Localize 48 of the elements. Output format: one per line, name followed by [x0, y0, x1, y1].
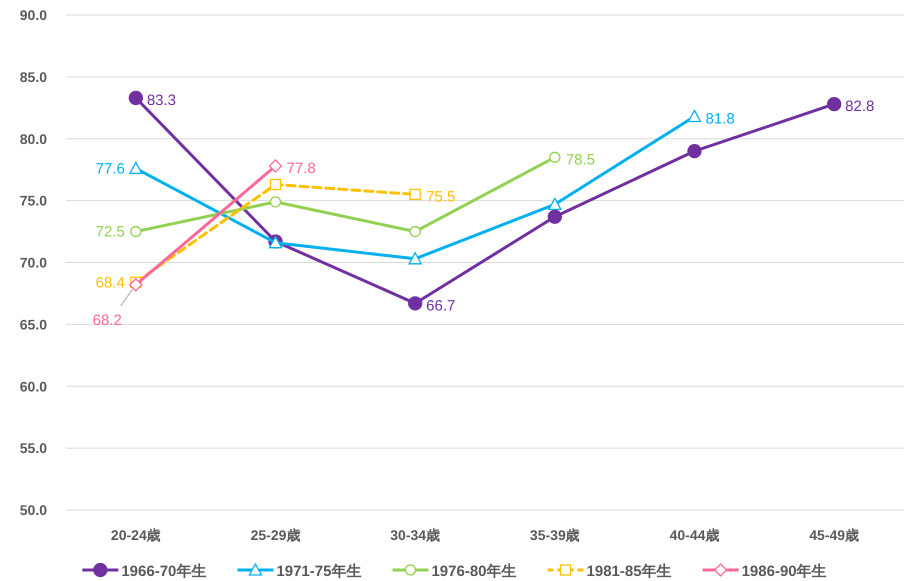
data-label: 81.8 — [706, 110, 735, 128]
y-tick-label: 55.0 — [20, 440, 48, 456]
point — [410, 226, 421, 238]
data-label: 77.6 — [96, 160, 125, 178]
point — [270, 196, 282, 208]
data-label: 68.4 — [96, 274, 125, 292]
point — [548, 210, 562, 224]
point — [549, 152, 560, 163]
data-label: 78.5 — [566, 151, 596, 168]
x-tick-label: 45-49歳 — [809, 527, 860, 543]
point — [688, 110, 702, 122]
x-tick-label: 30-34歳 — [390, 527, 440, 543]
x-tick-label: 25-29歳 — [250, 527, 300, 543]
point — [128, 90, 143, 106]
legend-label: 1966-70年生 — [121, 563, 206, 580]
x-tick-label: 35-39歳 — [530, 527, 580, 543]
y-tick-label: 85.0 — [20, 68, 48, 85]
point — [408, 296, 422, 310]
data-label: 82.8 — [845, 98, 874, 116]
y-tick-label: 70.0 — [20, 254, 48, 270]
y-tick-label: 65.0 — [20, 316, 48, 332]
point — [827, 96, 842, 112]
point — [408, 252, 422, 264]
data-label: 68.2 — [92, 312, 122, 329]
data-label: 75.5 — [426, 188, 456, 206]
point — [268, 159, 282, 173]
x-tick-label: 20-24歳 — [110, 527, 161, 543]
y-tick-label: 90.0 — [20, 7, 48, 23]
legend-label: 1986-90年生 — [742, 563, 827, 580]
point — [129, 162, 142, 174]
data-label: 72.5 — [96, 224, 125, 241]
y-tick-label: 50.0 — [20, 502, 48, 518]
legend-label: 1981-85年生 — [586, 563, 672, 580]
y-tick-label: 60.0 — [20, 378, 48, 394]
legend-label: 1971-75年生 — [276, 563, 362, 580]
data-label: 83.3 — [146, 92, 176, 109]
data-label: 66.7 — [426, 297, 456, 314]
x-tick-label: 40-44歳 — [670, 527, 720, 543]
point — [129, 278, 142, 292]
point — [130, 226, 142, 238]
y-tick-label: 75.0 — [20, 192, 48, 209]
legend-label: 1976-80年生 — [431, 563, 517, 580]
data-label: 77.8 — [286, 160, 316, 177]
y-tick-label: 80.0 — [20, 130, 48, 147]
point — [270, 178, 282, 190]
point — [687, 144, 702, 158]
point — [410, 188, 421, 200]
point — [548, 198, 562, 210]
